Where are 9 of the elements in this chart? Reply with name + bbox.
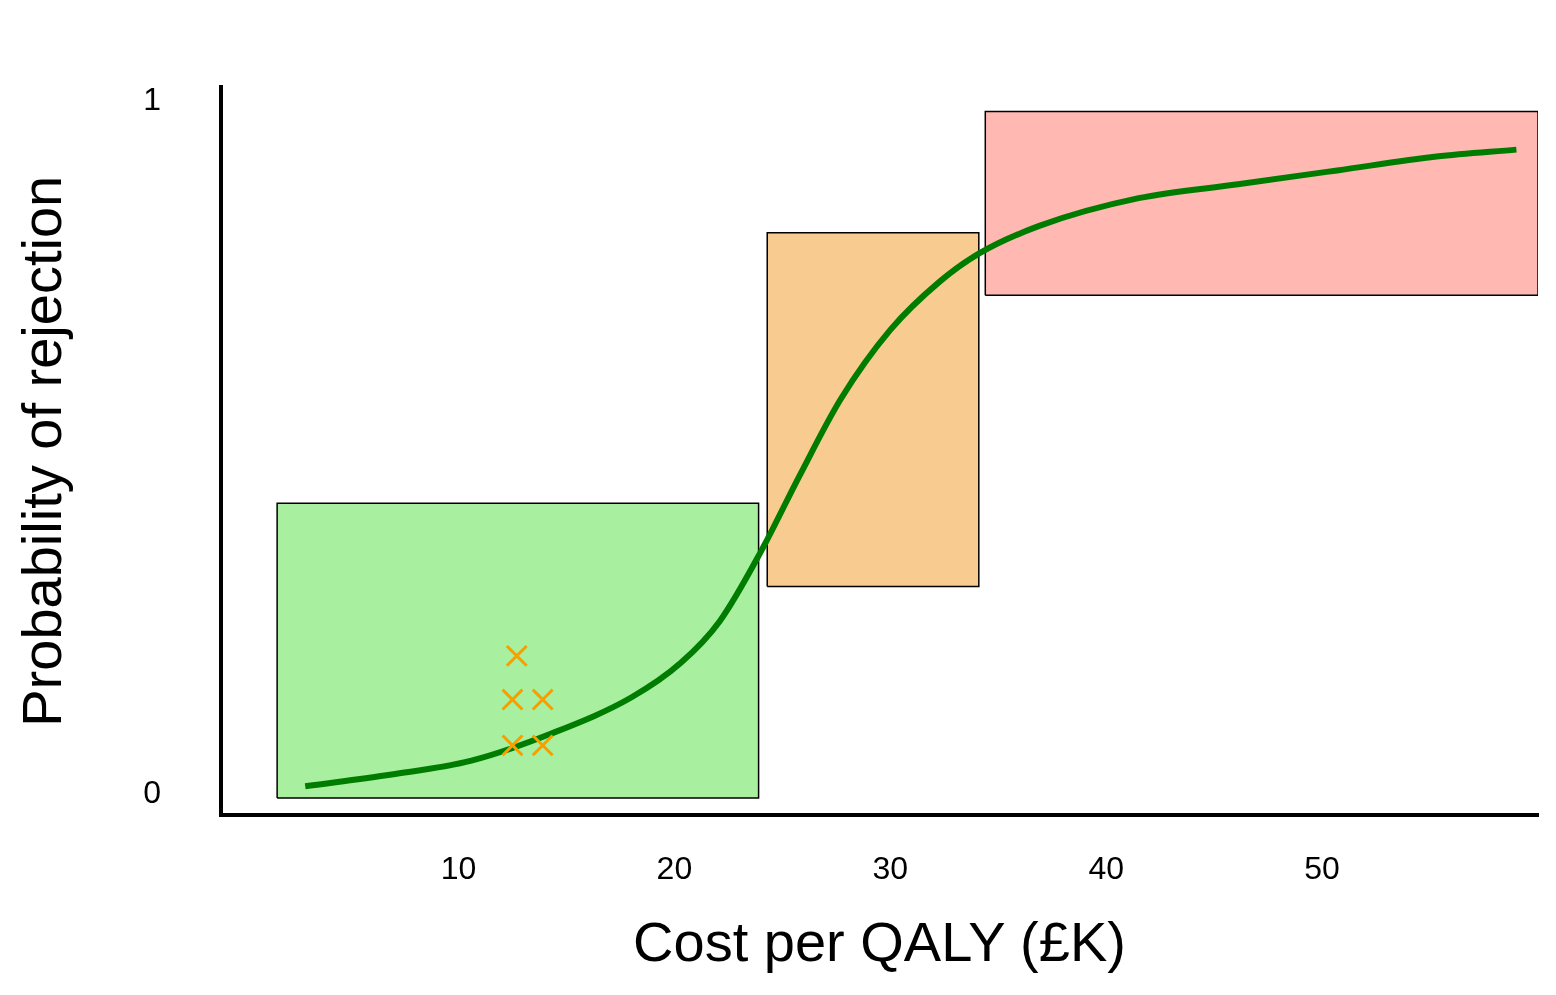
y-tick-label: 0 bbox=[143, 774, 161, 811]
x-tick-label: 50 bbox=[1304, 850, 1340, 887]
y-axis-title: Probability of rejection bbox=[10, 175, 74, 727]
x-tick-label: 20 bbox=[656, 850, 693, 887]
x-tick-label: 30 bbox=[872, 850, 909, 887]
x-tick-label: 40 bbox=[1088, 850, 1124, 887]
x-axis-title: Cost per QALY (£K) bbox=[633, 909, 1126, 973]
y-tick-label: 1 bbox=[143, 80, 161, 117]
x-tick-label: 10 bbox=[440, 850, 477, 887]
